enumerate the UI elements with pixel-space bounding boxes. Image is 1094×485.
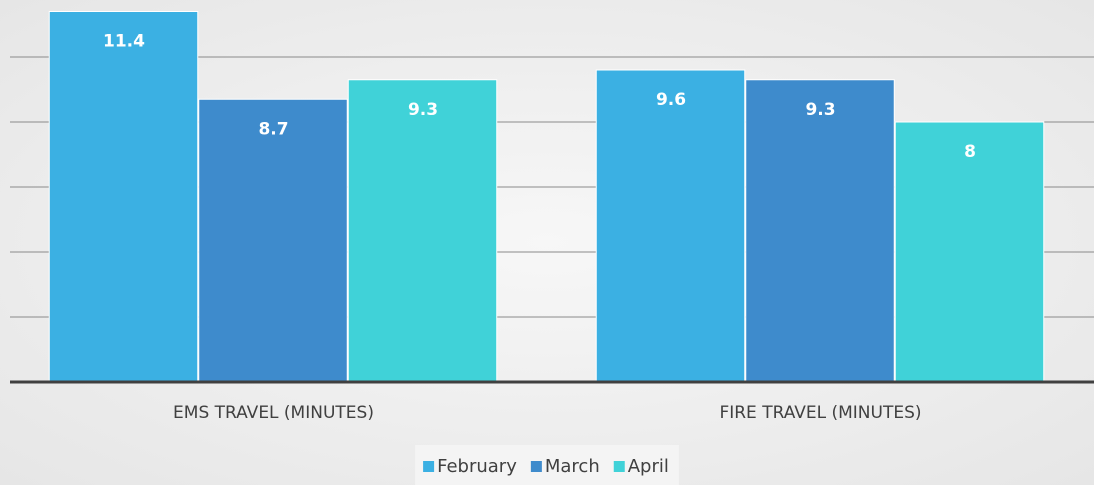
bar (595, 69, 746, 383)
bar (347, 79, 498, 383)
x-tick-label: EMS TRAVEL (MINUTES) (173, 403, 374, 423)
data-label: 8.7 (258, 119, 288, 139)
x-tick-label: FIRE TRAVEL (MINUTES) (719, 403, 921, 423)
legend-swatch (423, 461, 435, 472)
bar (894, 121, 1045, 383)
bar (198, 98, 348, 383)
data-label: 11.4 (103, 32, 145, 52)
legend-label: March (545, 456, 600, 477)
legend-label: April (628, 456, 669, 477)
bar (745, 79, 895, 383)
legend-label: February (437, 456, 517, 477)
data-label: 8 (964, 142, 976, 162)
data-label: 9.6 (656, 90, 686, 110)
data-label: 9.3 (408, 100, 438, 120)
legend: February March April (415, 445, 679, 485)
legend-box (415, 445, 679, 485)
data-label: 9.3 (805, 100, 835, 120)
legend-swatch (530, 461, 542, 472)
legend-swatch (613, 461, 625, 472)
bar (48, 11, 199, 383)
